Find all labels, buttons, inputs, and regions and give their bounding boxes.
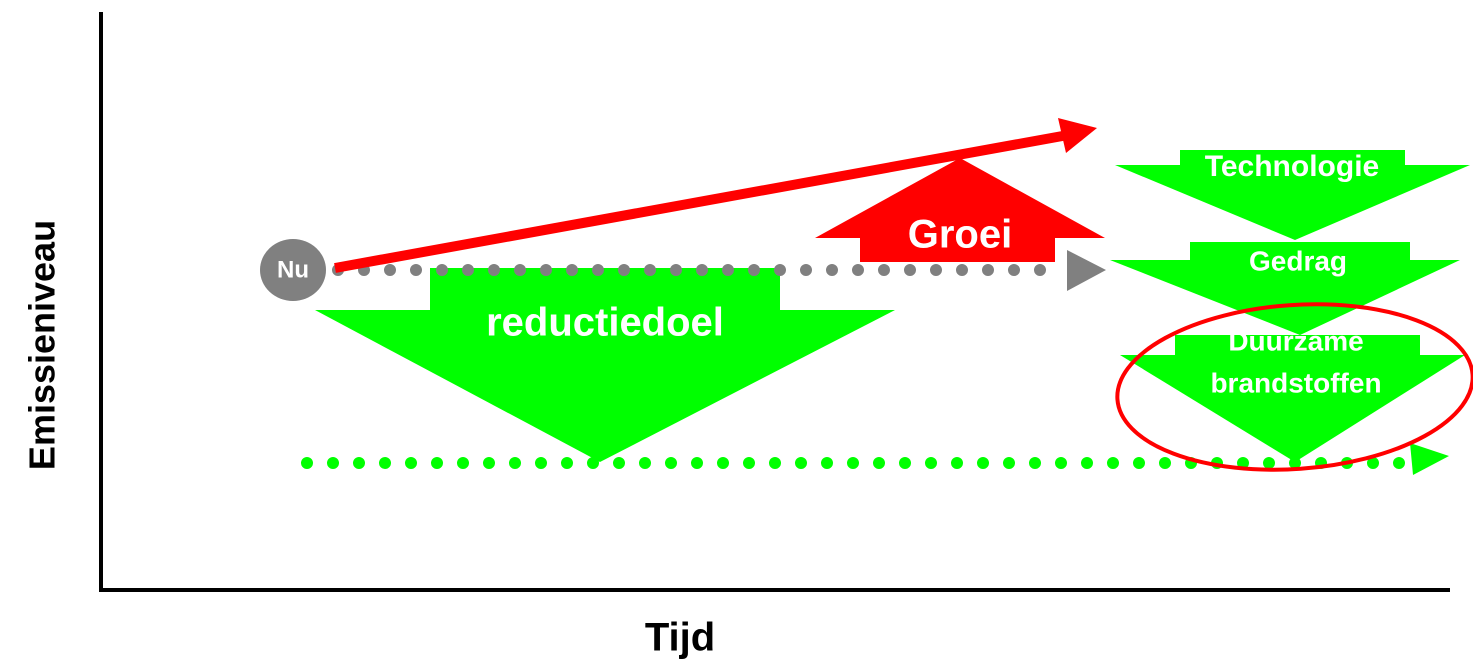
- now-label: Nu: [277, 256, 309, 283]
- growth-label: Groei: [908, 213, 1012, 257]
- behaviour-label: Gedrag: [1249, 245, 1347, 276]
- x-axis-label: Tijd: [645, 616, 715, 660]
- fuels-label-line2: brandstoffen: [1210, 367, 1381, 398]
- now-node: [260, 239, 326, 301]
- fuels-arrow: [1120, 335, 1465, 462]
- reduction-label: reductiedoel: [486, 301, 724, 345]
- technology-arrow: [1115, 150, 1470, 240]
- trend-arrowhead: [1058, 118, 1097, 153]
- reduction-arrow: [315, 268, 895, 462]
- growth-arrow: [815, 158, 1105, 262]
- baseline-arrowhead: [1067, 250, 1106, 291]
- technology-label: Technologie: [1205, 150, 1379, 183]
- y-axis-label: Emissieniveau: [22, 220, 63, 470]
- behaviour-arrow: [1110, 242, 1460, 335]
- target-arrowhead: [1410, 443, 1449, 475]
- trend-line: [334, 130, 1069, 273]
